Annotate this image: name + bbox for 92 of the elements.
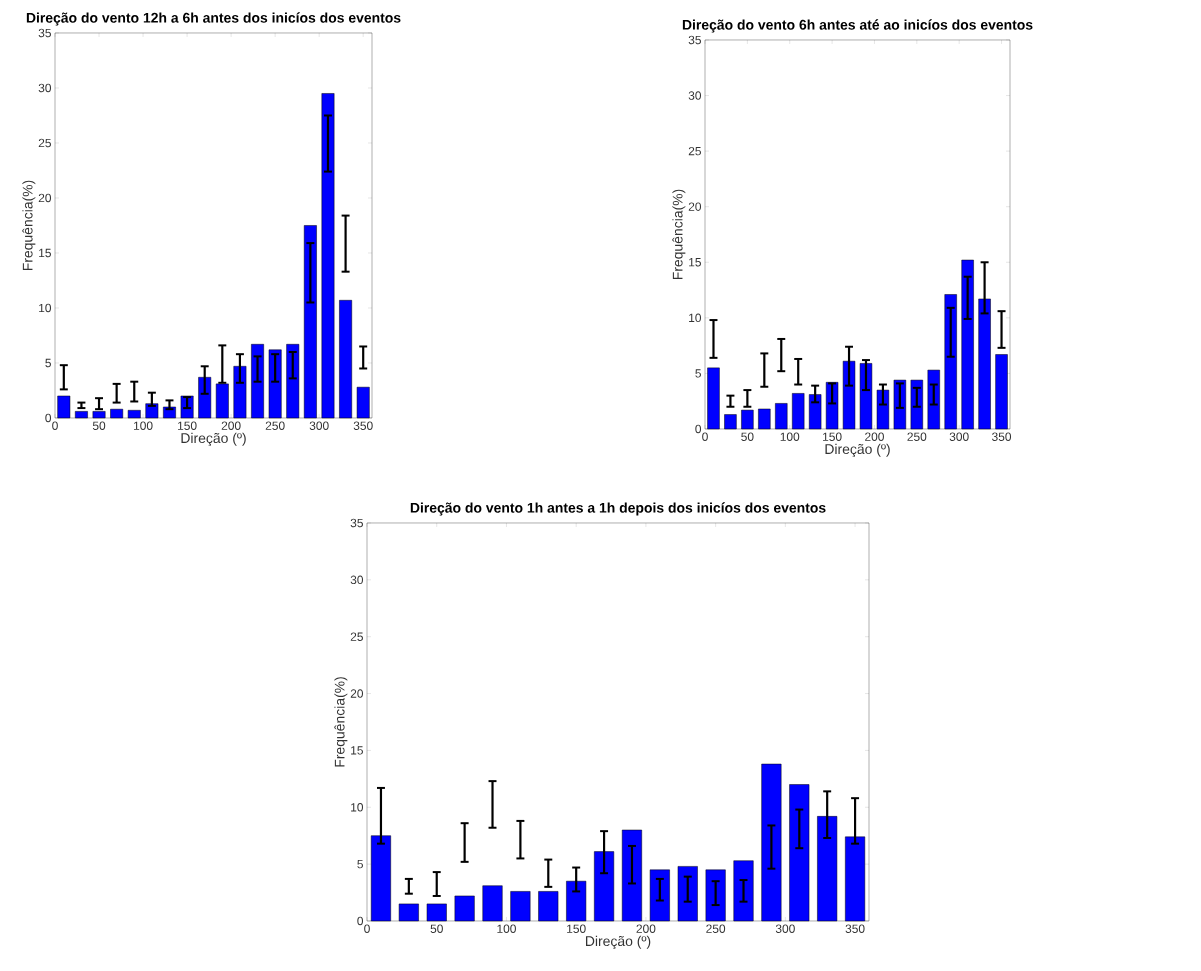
y-tick-label: 5 xyxy=(45,358,51,368)
y-tick-label: 15 xyxy=(351,746,363,755)
x-axis-title: Direção (º) xyxy=(585,935,651,949)
bar xyxy=(57,395,71,419)
bar xyxy=(859,363,873,430)
bar xyxy=(775,403,788,430)
y-tick-label: 35 xyxy=(350,518,363,528)
y-tick-label: 30 xyxy=(350,575,364,585)
bar xyxy=(286,344,300,419)
x-tick-label: 100 xyxy=(134,421,153,430)
bar xyxy=(482,885,503,922)
bar xyxy=(621,829,642,922)
y-tick-label: 20 xyxy=(688,202,702,211)
bar xyxy=(705,869,726,922)
x-tick-label: 250 xyxy=(907,432,927,441)
x-tick-label: 0 xyxy=(364,924,370,933)
x-tick-label: 100 xyxy=(497,924,516,933)
x-tick-label: 50 xyxy=(741,432,754,441)
chart-title: Direção do vento 6h antes até ao inicíos dos eventos xyxy=(682,19,1033,33)
bar xyxy=(927,369,940,430)
y-tick-label: 30 xyxy=(688,91,702,100)
bar xyxy=(510,891,531,922)
x-tick-label: 300 xyxy=(949,432,969,441)
x-axis-title: Direção (º) xyxy=(181,432,246,446)
bar xyxy=(733,860,754,922)
bar xyxy=(944,294,957,430)
x-axis-title: Direção (º) xyxy=(825,443,890,457)
bar xyxy=(677,866,698,922)
bar xyxy=(961,259,974,430)
y-tick-label: 0 xyxy=(357,916,364,926)
bar xyxy=(538,891,559,922)
x-tick-label: 250 xyxy=(265,421,285,430)
bar xyxy=(321,93,335,419)
bar xyxy=(792,393,805,430)
x-tick-label: 300 xyxy=(775,924,795,933)
bar xyxy=(758,408,771,430)
y-tick-label: 25 xyxy=(38,138,51,148)
y-tick-label: 10 xyxy=(351,803,364,812)
y-tick-label: 0 xyxy=(45,413,52,423)
x-tick-label: 250 xyxy=(706,924,726,933)
bar xyxy=(110,408,124,419)
chart-title: Direção do vento 12h a 6h antes dos inicíos dos eventos xyxy=(26,12,401,26)
bar xyxy=(215,383,229,419)
y-tick-label: 5 xyxy=(695,369,701,378)
bar xyxy=(741,409,754,430)
x-tick-label: 200 xyxy=(865,432,884,441)
bar xyxy=(268,349,282,419)
bar xyxy=(426,903,447,922)
x-tick-label: 200 xyxy=(636,924,656,933)
bar xyxy=(75,411,88,419)
bar xyxy=(398,903,419,922)
y-tick-label: 30 xyxy=(38,83,52,93)
bar xyxy=(707,367,720,430)
bar xyxy=(303,225,317,419)
bar xyxy=(789,784,810,922)
bar xyxy=(339,300,353,419)
y-tick-label: 25 xyxy=(688,146,701,156)
chart-title: Direção do vento 1h antes a 1h depois dos inicíos dos eventos xyxy=(410,502,826,516)
x-tick-label: 0 xyxy=(702,432,708,441)
y-tick-label: 35 xyxy=(38,28,51,38)
y-tick-label: 15 xyxy=(39,248,51,258)
y-tick-label: 20 xyxy=(350,689,364,698)
y-tick-label: 20 xyxy=(38,193,52,203)
y-tick-label: 10 xyxy=(39,303,52,313)
x-tick-label: 100 xyxy=(780,432,800,441)
x-tick-label: 200 xyxy=(221,421,241,430)
bar xyxy=(876,389,890,430)
y-axis-title: Frequência(%) xyxy=(672,189,686,280)
x-tick-label: 350 xyxy=(353,421,373,430)
y-tick-label: 5 xyxy=(357,859,363,869)
x-tick-label: 350 xyxy=(992,432,1012,441)
x-tick-label: 300 xyxy=(309,421,329,430)
x-tick-label: 50 xyxy=(430,924,443,933)
bar xyxy=(454,895,475,922)
x-tick-label: 350 xyxy=(845,924,865,933)
bar xyxy=(761,763,782,922)
bar xyxy=(724,414,737,430)
y-tick-label: 35 xyxy=(688,35,701,45)
y-axis-title: Frequência(%) xyxy=(334,677,348,767)
bar xyxy=(649,869,670,922)
y-axis-title: Frequência(%) xyxy=(22,180,36,271)
y-tick-label: 10 xyxy=(689,313,702,323)
x-tick-label: 150 xyxy=(178,421,197,430)
y-tick-label: 15 xyxy=(689,258,701,267)
x-tick-label: 150 xyxy=(823,432,842,441)
bar xyxy=(356,386,370,419)
x-tick-label: 50 xyxy=(92,421,106,430)
x-tick-label: 0 xyxy=(52,421,58,430)
y-tick-label: 25 xyxy=(350,632,363,641)
bar xyxy=(127,410,141,419)
x-tick-label: 150 xyxy=(567,924,586,933)
bar xyxy=(995,354,1008,430)
